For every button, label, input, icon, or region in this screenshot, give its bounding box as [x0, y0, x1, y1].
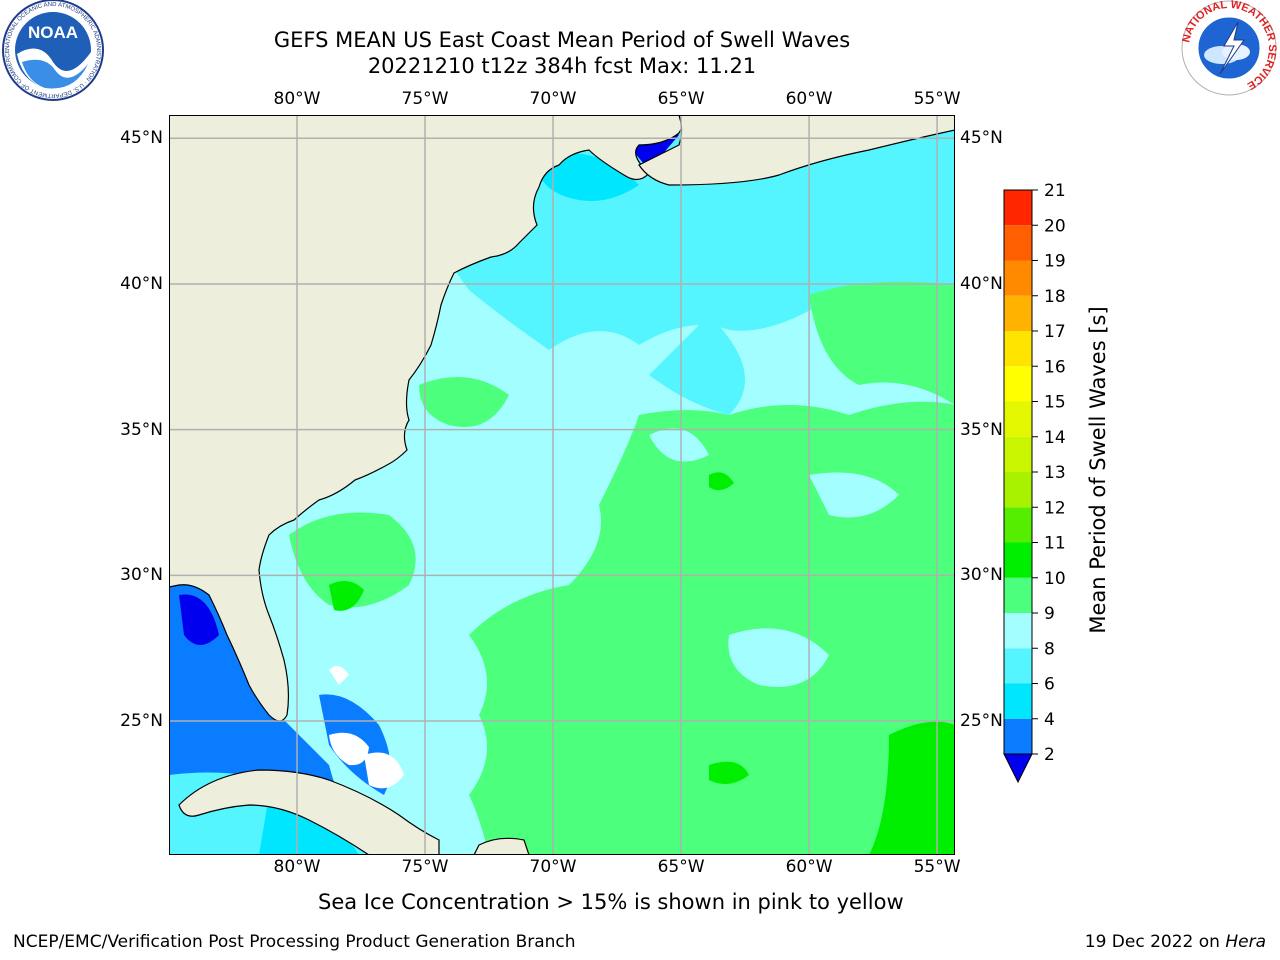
swell-zone-cyan-hole-2	[809, 472, 899, 518]
bahamas-land	[329, 732, 369, 766]
graticule	[169, 115, 955, 855]
lat-tick-label-right: 25°N	[960, 710, 1003, 731]
lat-tick-label-left: 40°N	[120, 273, 163, 294]
swell-zone-cyan-hole-3	[649, 428, 709, 462]
lon-tick-label-top: 75°W	[401, 89, 449, 109]
colorbar-cell	[1004, 507, 1032, 543]
map-subtitle: 20221210 t12z 384h fcst Max: 11.21	[367, 54, 757, 78]
colorbar-tick-label: 17	[1044, 322, 1066, 342]
lon-tick-label-bottom: 75°W	[401, 857, 449, 877]
bahamas-land-2	[364, 752, 404, 789]
noaa-logo: NOAA NATIONAL OCEANIC AND ATMOSPHERIC AD…	[2, 0, 104, 101]
footer-date-text: 19 Dec 2022 on	[1084, 932, 1220, 952]
hispaniola-land	[473, 837, 530, 855]
colorbar-extend-min	[1003, 753, 1033, 784]
footer-credit: NCEP/EMC/Verification Post Processing Pr…	[13, 932, 576, 952]
swell-zone-gulf-maine	[539, 153, 639, 201]
lon-tick-label-top: 60°W	[785, 89, 833, 109]
colorbar-cell	[1004, 613, 1032, 649]
colorbar-cell	[1004, 472, 1032, 508]
colorbar-cell	[1004, 436, 1032, 472]
colorbar-cell	[1004, 366, 1032, 402]
swell-period-map	[169, 115, 955, 855]
colorbar-tick-label: 13	[1044, 463, 1066, 483]
colorbar-cell	[1004, 401, 1032, 437]
footer-host: Hera	[1225, 932, 1266, 952]
colorbar-cell	[1004, 331, 1032, 367]
colorbar-tick-label: 15	[1044, 393, 1066, 413]
colorbar-cell	[1004, 260, 1032, 296]
colorbar-tick-label: 19	[1044, 252, 1066, 272]
colorbar-tick-label: 16	[1044, 357, 1066, 377]
colorbar-tick-label: 9	[1044, 604, 1055, 624]
lon-tick-label-top: 70°W	[529, 89, 577, 109]
sea-ice-note: Sea Ice Concentration > 15% is shown in …	[318, 890, 904, 914]
colorbar-cell	[1004, 225, 1032, 261]
lat-tick-label-right: 35°N	[960, 419, 1003, 440]
lon-tick-label-bottom: 60°W	[785, 857, 833, 877]
lon-tick-label-bottom: 80°W	[273, 857, 321, 877]
swell-zone-bright-green-3	[709, 761, 749, 784]
lon-tick-label-bottom: 70°W	[529, 857, 577, 877]
colorbar-cell	[1004, 683, 1032, 719]
swell-zone-bright-green-2	[709, 472, 734, 491]
colorbar-tick-label: 6	[1044, 675, 1055, 695]
swell-zone-cyan-hole-1	[728, 628, 829, 687]
north-america-land	[169, 115, 690, 722]
colorbar-cell	[1004, 577, 1032, 613]
lat-tick-label-right: 45°N	[960, 128, 1003, 149]
colorbar-tick-label: 2	[1044, 745, 1055, 765]
lon-tick-label-top: 80°W	[273, 89, 321, 109]
swell-zone-green-east	[809, 281, 955, 405]
colorbar-tick-label: 11	[1044, 534, 1066, 554]
swell-zone-bright-green-1	[329, 581, 364, 611]
swell-zone-bright-green-se	[869, 721, 955, 855]
lat-tick-label-left: 25°N	[120, 710, 163, 731]
colorbar-cell	[1004, 542, 1032, 578]
lat-tick-label-left: 45°N	[120, 128, 163, 149]
lat-tick-label-left: 35°N	[120, 419, 163, 440]
swell-zone-gulf-deep	[179, 594, 219, 645]
colorbar-cell	[1004, 190, 1032, 226]
bahamas-land-3	[329, 666, 349, 685]
lat-tick-label-left: 30°N	[120, 565, 163, 586]
swell-zone-north-mid	[649, 315, 745, 415]
colorbar-cell	[1004, 648, 1032, 684]
lon-tick-label-bottom: 65°W	[657, 857, 705, 877]
colorbar-label: Mean Period of Swell Waves [s]	[1086, 306, 1110, 634]
lon-tick-label-top: 65°W	[657, 89, 705, 109]
lon-tick-label-bottom: 55°W	[913, 857, 961, 877]
map-title: GEFS MEAN US East Coast Mean Period of S…	[273, 28, 851, 52]
lat-tick-label-right: 40°N	[960, 273, 1003, 294]
colorbar-tick-label: 21	[1044, 182, 1066, 201]
colorbar-tick-label: 18	[1044, 287, 1066, 307]
footer-date: 19 Dec 2022 on Hera	[1085, 932, 1266, 952]
colorbar-tick-label: 10	[1044, 569, 1066, 589]
colorbar-tick-label: 12	[1044, 498, 1066, 518]
colorbar-cell	[1004, 718, 1032, 754]
noaa-logo-text: NOAA	[28, 23, 78, 42]
colorbar-tick-label: 20	[1044, 216, 1066, 236]
nws-logo: NATIONAL WEATHER SERVICE	[1180, 0, 1278, 96]
swell-zone-green-nw	[419, 377, 509, 427]
swell-zone-green-sw	[289, 512, 416, 608]
lat-tick-label-right: 30°N	[960, 565, 1003, 586]
colorbar-tick-label: 8	[1044, 639, 1055, 659]
colorbar-tick-label: 14	[1044, 428, 1066, 448]
cuba-land	[178, 769, 440, 855]
colorbar-tick-label: 4	[1044, 710, 1055, 730]
nova-scotia-land	[638, 115, 955, 186]
colorbar-cell	[1004, 295, 1032, 331]
colorbar: 2 4 6 8 9 10 11 12 13 14 15 16 17 18 19 20 21	[1003, 182, 1066, 784]
lon-tick-label-top: 55°W	[913, 89, 961, 109]
